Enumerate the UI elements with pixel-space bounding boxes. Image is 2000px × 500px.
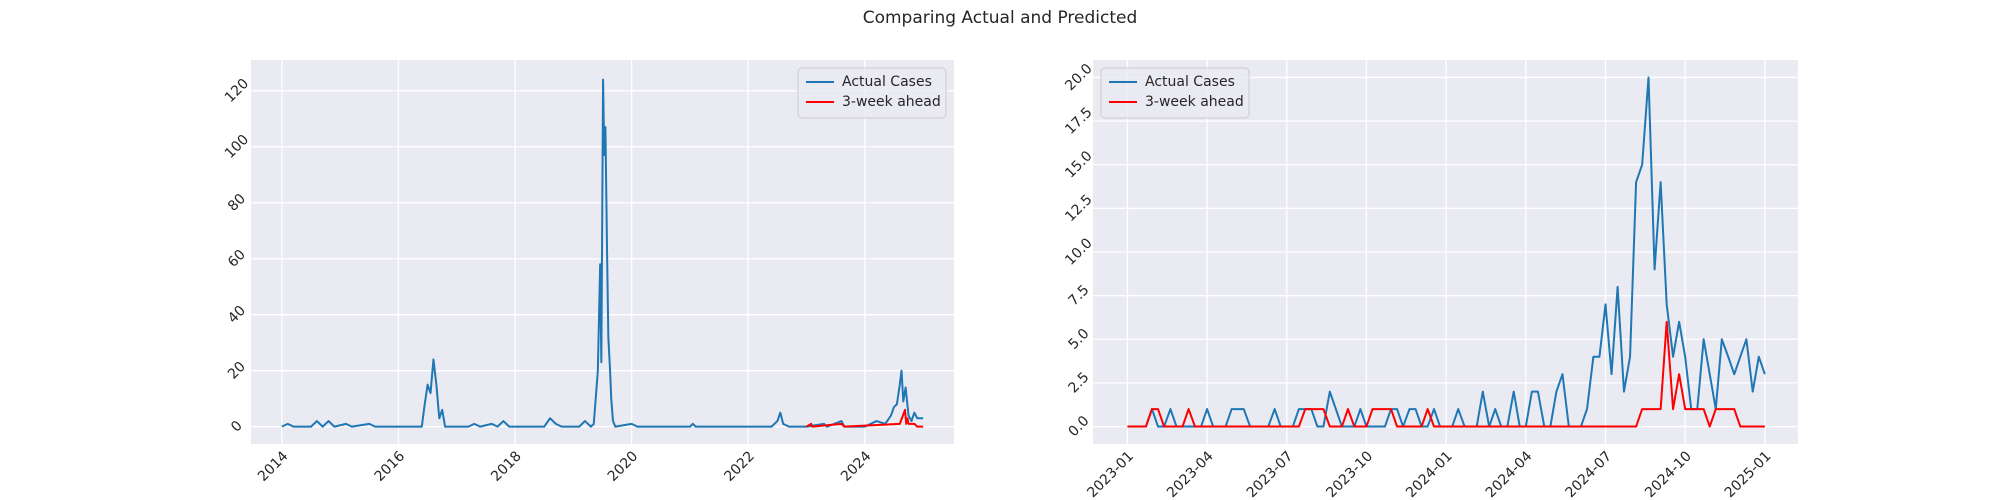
x-tick-label: 2022 (721, 448, 758, 485)
legend-label: 3-week ahead (1145, 94, 1244, 110)
x-tick-label: 2025-01 (1722, 448, 1775, 500)
y-tick-label: 5.0 (1065, 326, 1092, 353)
y-tick-label: 40 (225, 303, 249, 327)
x-tick-label: 2020 (605, 448, 642, 485)
x-tick-label: 2023-07 (1244, 448, 1297, 500)
x-tick-label: 2023-10 (1323, 448, 1376, 500)
figure-title: Comparing Actual and Predicted (863, 8, 1138, 28)
x-tick-label: 2014 (255, 448, 292, 485)
y-tick-label: 120 (222, 76, 252, 106)
x-tick-label: 2023-04 (1164, 448, 1217, 500)
y-tick-label: 0.0 (1065, 413, 1092, 440)
series-line (281, 78, 924, 428)
x-tick-label: 2024-07 (1562, 448, 1615, 500)
legend-label: 3-week ahead (842, 94, 941, 110)
x-tick-label: 2024-10 (1642, 448, 1695, 500)
y-tick-label: 80 (225, 191, 249, 215)
x-tick-label: 2024-01 (1403, 448, 1456, 500)
legend-label: Actual Cases (1145, 74, 1235, 90)
y-tick-label: 2.5 (1065, 369, 1092, 396)
y-tick-label: 20 (225, 359, 249, 383)
y-tick-label: 0 (228, 418, 246, 436)
x-tick-label: 2018 (488, 448, 525, 485)
y-tick-label: 12.5 (1062, 192, 1095, 225)
x-tick-label: 2023-01 (1084, 448, 1137, 500)
x-tick-label: 2016 (372, 448, 409, 485)
series-line (806, 408, 924, 428)
legend-box (1100, 67, 1250, 119)
y-tick-label: 20.0 (1062, 61, 1095, 94)
y-tick-label: 17.5 (1062, 104, 1095, 137)
y-tick-label: 7.5 (1065, 282, 1092, 309)
y-tick-label: 10.0 (1062, 235, 1095, 268)
y-tick-label: 60 (225, 247, 249, 271)
legend-box (797, 67, 947, 119)
series-line (1127, 320, 1765, 428)
y-tick-label: 100 (222, 132, 252, 162)
legend-label: Actual Cases (842, 74, 932, 90)
x-tick-label: 2024 (838, 448, 875, 485)
x-tick-label: 2024-04 (1483, 448, 1536, 500)
y-tick-label: 15.0 (1062, 148, 1095, 181)
